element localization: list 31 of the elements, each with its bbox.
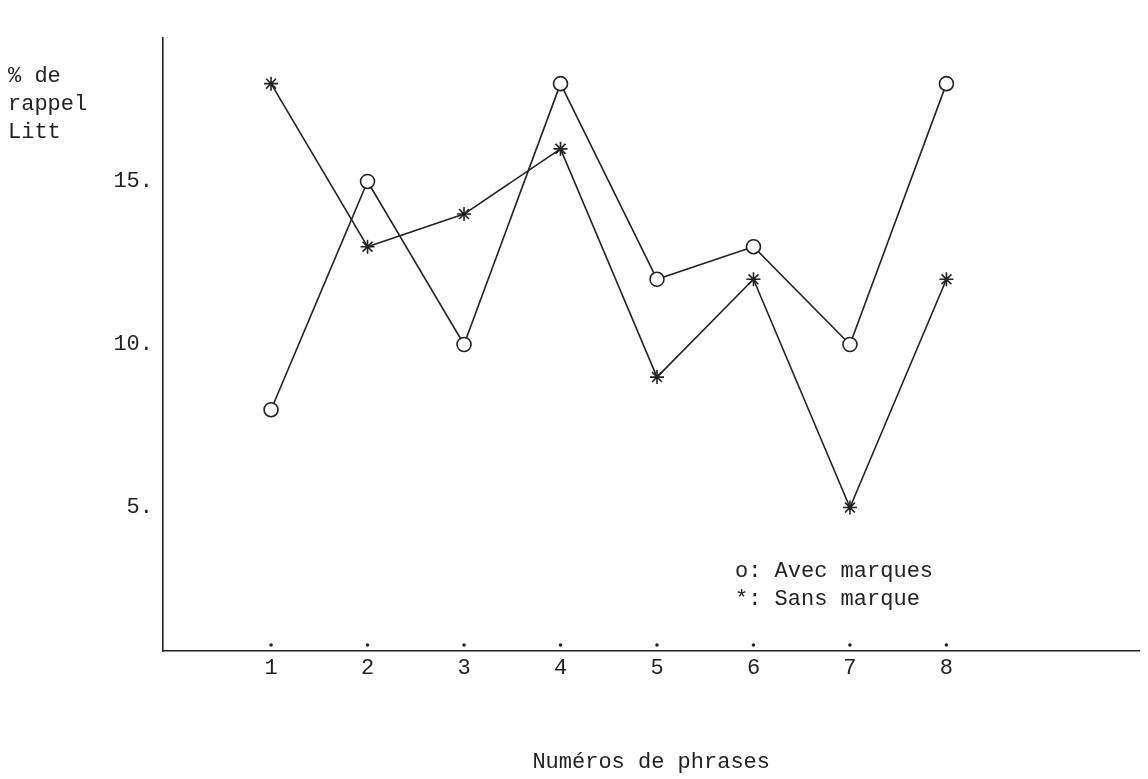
point [552,75,569,92]
point [745,238,762,255]
y-tick-label: 15. [113,169,153,195]
y-axis-title: % de rappel Litt [8,63,88,145]
point [552,141,569,157]
point [745,271,762,288]
y-tick-label: 10. [113,332,153,358]
annotation: *: Sans marque [735,586,920,612]
point [263,75,279,92]
point [649,369,665,385]
x-tick-label: 2 [360,656,375,682]
point [456,206,472,222]
point [263,401,279,418]
x-tick-label: 8 [939,656,954,682]
point [938,271,955,288]
x-tick-label: 6 [746,656,761,682]
point [456,336,472,353]
x-tick-label: 3 [457,656,471,682]
annotation: o: Avec marques [735,558,934,584]
point [359,173,376,190]
y-tick-label: 5. [126,495,153,521]
point [842,336,858,353]
x-tick-label: 1 [264,656,278,682]
x-tick-label: 7 [843,656,857,682]
point [649,271,665,288]
x-axis-title: Numéros de phrases [532,749,771,775]
point [842,499,858,516]
point [938,75,955,92]
x-tick-label: 4 [553,656,568,682]
x-tick-label: 5 [650,656,664,682]
point [359,238,376,255]
